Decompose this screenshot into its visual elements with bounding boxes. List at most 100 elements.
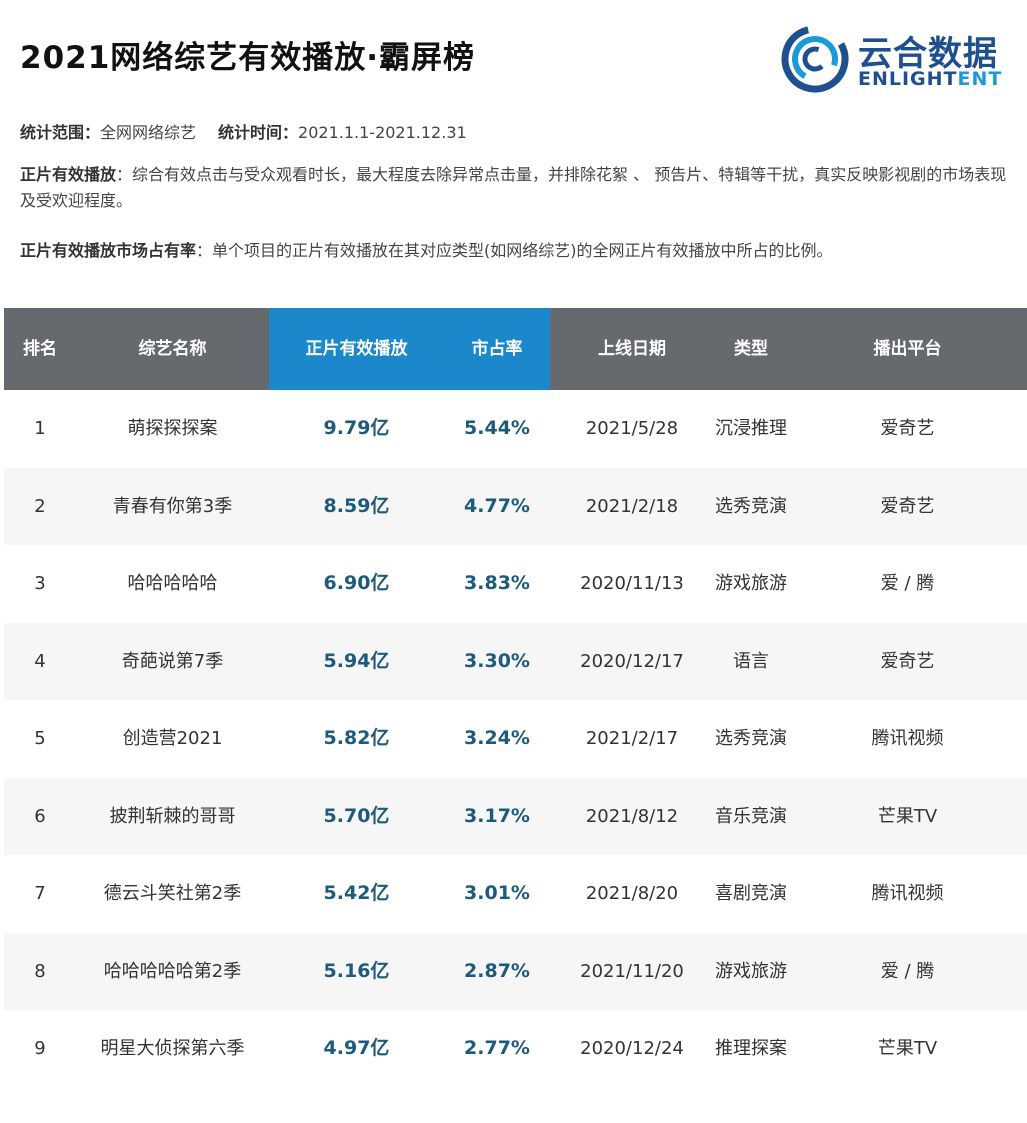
logo-text-cn: 云合数据	[858, 34, 998, 74]
cell-rank: 8	[34, 960, 46, 982]
table-row: 5 创造营2021 5.82亿 3.24% 2021/2/17 选秀竞演 腾讯视…	[4, 700, 1027, 778]
column-header-rank: 排名	[23, 339, 57, 359]
ranking-table: 排名 综艺名称 正片有效播放 市占率 上线日期 类型 播出平台 1 萌探探探案 …	[4, 308, 1027, 1088]
table-row: 1 萌探探探案 9.79亿 5.44% 2021/5/28 沉浸推理 爱奇艺	[4, 390, 1027, 468]
cell-share: 2.77%	[464, 1037, 530, 1059]
cell-plays: 6.90亿	[323, 572, 390, 594]
table-row: 3 哈哈哈哈哈 6.90亿 3.83% 2020/11/13 游戏旅游 爱 / …	[4, 545, 1027, 623]
cell-rank: 6	[34, 805, 46, 827]
cell-platform: 芒果TV	[877, 1038, 938, 1059]
cell-date: 2021/8/12	[585, 805, 679, 827]
cell-type: 游戏旅游	[715, 573, 787, 594]
cell-date: 2021/2/17	[585, 728, 679, 749]
cell-platform: 芒果TV	[877, 805, 938, 827]
table-row: 4 奇葩说第7季 5.94亿 3.30% 2020/12/17 语言 爱奇艺	[4, 622, 1027, 700]
cell-type: 推理探案	[715, 1038, 787, 1059]
cell-name: 青春有你第3季	[112, 495, 233, 517]
cell-rank: 2	[34, 495, 46, 517]
definition-effective-plays: 正片有效播放：综合有效点击与受众观看时长，最大程度去除异常点击量，并排除花絮 、…	[20, 162, 1010, 214]
page-title: 2021网络综艺有效播放·霸屏榜	[20, 40, 476, 76]
cell-share: 4.77%	[464, 494, 530, 517]
column-header-type: 类型	[734, 339, 768, 359]
cell-name: 哈哈哈哈哈第2季	[103, 960, 242, 982]
cell-plays: 5.82亿	[323, 727, 390, 749]
cell-share: 2.87%	[464, 959, 530, 982]
cell-name: 创造营2021	[122, 728, 223, 749]
cell-platform: 腾讯视频	[871, 728, 944, 749]
definition-effective-plays-text: ：综合有效点击与受众观看时长，最大程度去除异常点击量，并排除花絮 、 预告片、特…	[20, 165, 1007, 210]
table-row: 8 哈哈哈哈哈第2季 5.16亿 2.87% 2021/11/20 游戏旅游 爱…	[4, 932, 1027, 1010]
time-value: 2021.1.1-2021.12.31	[298, 123, 467, 142]
column-header-platform: 播出平台	[873, 339, 942, 359]
table-row: 9 明星大侦探第六季 4.97亿 2.77% 2020/12/24 推理探案 芒…	[4, 1010, 1027, 1088]
cell-rank: 5	[34, 728, 46, 749]
column-header-date: 上线日期	[598, 339, 666, 359]
cell-rank: 4	[34, 650, 46, 672]
cell-rank: 1	[34, 418, 46, 439]
cell-date: 2020/11/13	[580, 573, 684, 594]
cell-name: 哈哈哈哈哈	[127, 573, 218, 594]
cell-type: 语言	[733, 650, 769, 672]
definition-market-share-text: ：单个项目的正片有效播放在其对应类型(如网络综艺)的全网正片有效播放中所占的比例…	[196, 241, 833, 260]
cell-share: 3.01%	[464, 882, 530, 904]
brand-logo: 云合数据 ENLIGHTENT	[780, 24, 1020, 96]
stats-scope-row: 统计范围：全网网络综艺 统计时间：2021.1.1-2021.12.31	[20, 120, 467, 146]
cell-platform: 爱奇艺	[880, 650, 935, 672]
definition-market-share: 正片有效播放市场占有率：单个项目的正片有效播放在其对应类型(如网络综艺)的全网正…	[20, 238, 1010, 264]
cell-date: 2020/12/17	[580, 650, 684, 672]
cell-date: 2021/5/28	[585, 418, 679, 439]
cell-platform: 爱奇艺	[880, 495, 935, 517]
cell-date: 2021/8/20	[585, 883, 679, 904]
cell-share: 3.83%	[464, 572, 530, 594]
cell-name: 奇葩说第7季	[121, 650, 224, 672]
cell-share: 3.24%	[464, 727, 530, 749]
cell-name: 披荆斩棘的哥哥	[109, 805, 236, 827]
logo-text-en-accent: ENT	[957, 68, 1003, 90]
time-label: 统计时间：	[218, 123, 299, 142]
cell-type: 游戏旅游	[715, 960, 787, 982]
definition-effective-plays-label: 正片有效播放	[20, 165, 117, 184]
cell-platform: 爱 / 腾	[880, 960, 935, 982]
cell-type: 音乐竞演	[715, 805, 787, 827]
scope-value: 全网网络综艺	[100, 123, 197, 142]
cell-type: 沉浸推理	[715, 418, 787, 439]
cell-date: 2021/2/18	[585, 495, 679, 517]
logo-mark-icon	[781, 25, 849, 93]
cell-name: 明星大侦探第六季	[100, 1038, 245, 1059]
cell-plays: 5.16亿	[323, 959, 390, 982]
table-row: 2 青春有你第3季 8.59亿 4.77% 2021/2/18 选秀竞演 爱奇艺	[4, 467, 1027, 545]
logo-text-en: ENLIGHTENT	[858, 68, 1002, 90]
column-header-plays: 正片有效播放	[305, 339, 408, 359]
definition-market-share-label: 正片有效播放市场占有率	[20, 241, 197, 260]
cell-platform: 爱 / 腾	[880, 573, 935, 594]
cell-plays: 5.94亿	[323, 649, 390, 672]
table-row: 7 德云斗笑社第2季 5.42亿 3.01% 2021/8/20 喜剧竞演 腾讯…	[4, 855, 1027, 933]
table-row: 6 披荆斩棘的哥哥 5.70亿 3.17% 2021/8/12 音乐竞演 芒果T…	[4, 777, 1027, 855]
cell-date: 2021/11/20	[580, 960, 684, 982]
cell-rank: 7	[34, 883, 46, 904]
cell-rank: 9	[34, 1038, 46, 1059]
cell-name: 德云斗笑社第2季	[103, 883, 242, 904]
cell-share: 3.30%	[464, 649, 530, 672]
cell-name: 萌探探探案	[127, 418, 218, 439]
cell-rank: 3	[34, 573, 46, 594]
column-header-name: 综艺名称	[138, 339, 207, 359]
table-header: 排名 综艺名称 正片有效播放 市占率 上线日期 类型 播出平台	[4, 308, 1027, 390]
cell-type: 选秀竞演	[715, 728, 787, 749]
cell-platform: 爱奇艺	[880, 418, 935, 439]
cell-platform: 腾讯视频	[871, 883, 944, 904]
cell-plays: 4.97亿	[323, 1037, 390, 1059]
page-header: 2021网络综艺有效播放·霸屏榜 云合数据 ENLIGHTENT	[0, 0, 1027, 110]
cell-plays: 5.42亿	[323, 882, 390, 904]
header-highlight	[269, 308, 550, 390]
cell-share: 5.44%	[464, 417, 530, 439]
cell-plays: 5.70亿	[323, 804, 390, 827]
scope-label: 统计范围：	[20, 123, 101, 142]
cell-plays: 8.59亿	[323, 494, 390, 517]
cell-date: 2020/12/24	[580, 1038, 684, 1059]
logo-text-en-main: ENLIGHT	[858, 68, 958, 90]
cell-type: 喜剧竞演	[715, 883, 787, 904]
cell-plays: 9.79亿	[323, 417, 390, 439]
cell-type: 选秀竞演	[715, 495, 787, 517]
cell-share: 3.17%	[464, 804, 530, 827]
